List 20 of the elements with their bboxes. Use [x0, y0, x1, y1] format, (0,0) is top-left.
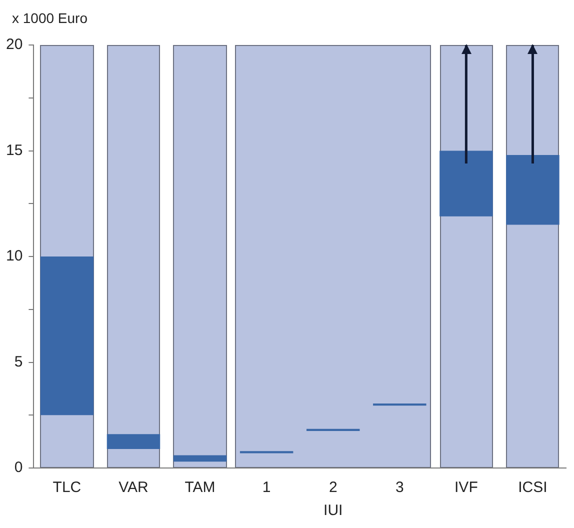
y-tick-label: 20: [6, 36, 23, 54]
x-tick-label: VAR: [118, 479, 149, 496]
x-tick-label: ICSI: [518, 479, 548, 496]
y-tick-label: 5: [14, 353, 23, 370]
bar: [173, 455, 227, 462]
x-tick-label: 2: [328, 479, 338, 496]
x-tick-label: IVF: [454, 479, 478, 496]
x-tick-label: TAM: [184, 479, 216, 496]
y-tick-label: 0: [14, 459, 23, 476]
y-axis-title: x 1000 Euro: [12, 10, 88, 26]
y-tick-label: 15: [6, 142, 23, 159]
y-tick-label: 10: [6, 248, 23, 265]
x-tick-label: 3: [395, 479, 404, 496]
x-tick-label: 1: [262, 479, 271, 496]
bar: [440, 150, 493, 216]
text: IUI: [324, 502, 343, 519]
bar: [373, 403, 426, 406]
x-tick-label: TLC: [52, 479, 82, 496]
bar: [506, 154, 560, 225]
bar: [106, 434, 160, 449]
